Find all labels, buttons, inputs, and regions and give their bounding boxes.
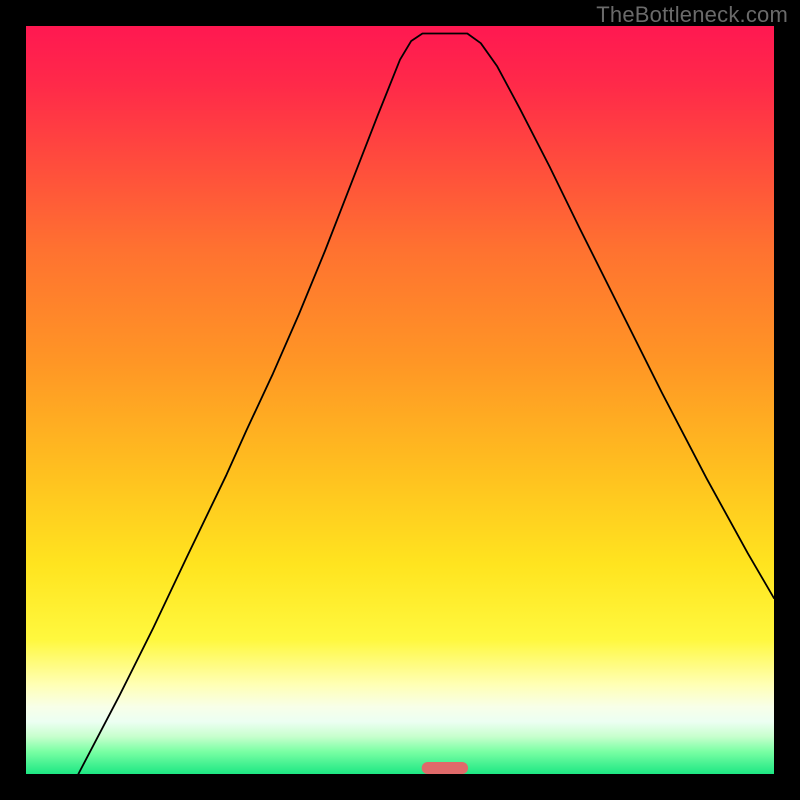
watermark-text: TheBottleneck.com bbox=[596, 2, 788, 28]
chart-svg bbox=[26, 26, 774, 774]
gradient-background bbox=[26, 26, 774, 774]
optimal-marker bbox=[422, 762, 468, 774]
chart-container: TheBottleneck.com bbox=[0, 0, 800, 800]
plot-area bbox=[26, 26, 774, 774]
